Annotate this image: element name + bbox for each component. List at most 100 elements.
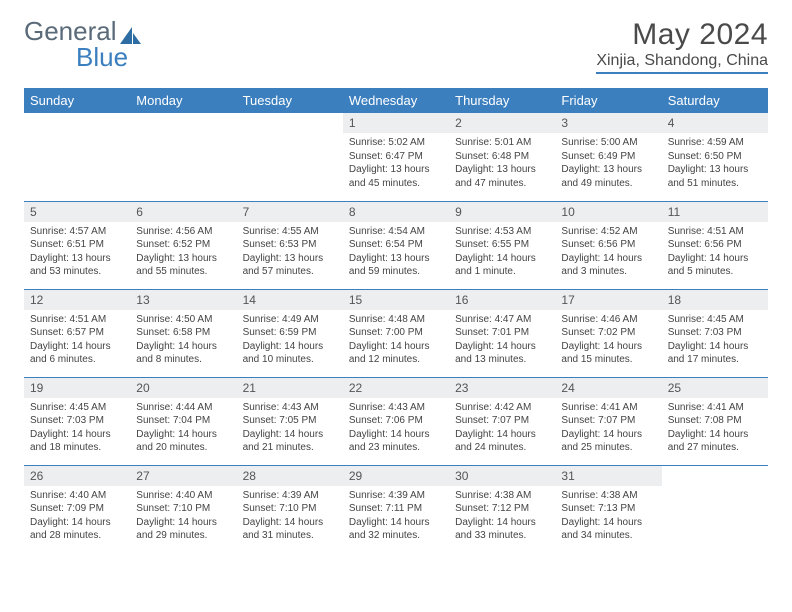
day-info: Sunrise: 4:59 AMSunset: 6:50 PMDaylight:…: [662, 133, 768, 194]
day-info: Sunrise: 4:50 AMSunset: 6:58 PMDaylight:…: [130, 310, 236, 371]
weekday-header: Thursday: [449, 88, 555, 113]
day-number: 17: [555, 290, 661, 310]
calendar-cell: 7Sunrise: 4:55 AMSunset: 6:53 PMDaylight…: [237, 201, 343, 289]
header: GeneralBlue May 2024 Xinjia, Shandong, C…: [24, 18, 768, 74]
calendar-cell: 2Sunrise: 5:01 AMSunset: 6:48 PMDaylight…: [449, 113, 555, 201]
calendar-cell: 25Sunrise: 4:41 AMSunset: 7:08 PMDayligh…: [662, 377, 768, 465]
calendar-cell: 24Sunrise: 4:41 AMSunset: 7:07 PMDayligh…: [555, 377, 661, 465]
weekday-header: Sunday: [24, 88, 130, 113]
day-info: Sunrise: 4:45 AMSunset: 7:03 PMDaylight:…: [24, 398, 130, 459]
day-info: Sunrise: 4:41 AMSunset: 7:07 PMDaylight:…: [555, 398, 661, 459]
weekday-header: Tuesday: [237, 88, 343, 113]
calendar-cell: 28Sunrise: 4:39 AMSunset: 7:10 PMDayligh…: [237, 465, 343, 553]
calendar-row: 12Sunrise: 4:51 AMSunset: 6:57 PMDayligh…: [24, 289, 768, 377]
month-title: May 2024: [596, 18, 768, 52]
day-info: Sunrise: 4:38 AMSunset: 7:13 PMDaylight:…: [555, 486, 661, 547]
day-number: 1: [343, 113, 449, 133]
logo-text-1: General: [24, 18, 117, 44]
day-number: 30: [449, 466, 555, 486]
calendar-cell: 6Sunrise: 4:56 AMSunset: 6:52 PMDaylight…: [130, 201, 236, 289]
day-info: Sunrise: 4:41 AMSunset: 7:08 PMDaylight:…: [662, 398, 768, 459]
calendar-body: ......1Sunrise: 5:02 AMSunset: 6:47 PMDa…: [24, 113, 768, 553]
day-info: Sunrise: 4:39 AMSunset: 7:10 PMDaylight:…: [237, 486, 343, 547]
day-number: 14: [237, 290, 343, 310]
day-number: 31: [555, 466, 661, 486]
weekday-header: Friday: [555, 88, 661, 113]
day-number: 7: [237, 202, 343, 222]
calendar-cell: ..: [130, 113, 236, 201]
weekday-header: Wednesday: [343, 88, 449, 113]
day-number: 24: [555, 378, 661, 398]
calendar-cell: 1Sunrise: 5:02 AMSunset: 6:47 PMDaylight…: [343, 113, 449, 201]
calendar-cell: ..: [24, 113, 130, 201]
day-info: Sunrise: 4:38 AMSunset: 7:12 PMDaylight:…: [449, 486, 555, 547]
day-number: 23: [449, 378, 555, 398]
calendar-header: SundayMondayTuesdayWednesdayThursdayFrid…: [24, 88, 768, 113]
title-block: May 2024 Xinjia, Shandong, China: [596, 18, 768, 74]
calendar-cell: 17Sunrise: 4:46 AMSunset: 7:02 PMDayligh…: [555, 289, 661, 377]
calendar-cell: 4Sunrise: 4:59 AMSunset: 6:50 PMDaylight…: [662, 113, 768, 201]
day-number: 19: [24, 378, 130, 398]
calendar-cell: 14Sunrise: 4:49 AMSunset: 6:59 PMDayligh…: [237, 289, 343, 377]
day-number: 6: [130, 202, 236, 222]
calendar-cell: 16Sunrise: 4:47 AMSunset: 7:01 PMDayligh…: [449, 289, 555, 377]
day-info: Sunrise: 5:02 AMSunset: 6:47 PMDaylight:…: [343, 133, 449, 194]
day-info: Sunrise: 4:40 AMSunset: 7:09 PMDaylight:…: [24, 486, 130, 547]
calendar-row: ......1Sunrise: 5:02 AMSunset: 6:47 PMDa…: [24, 113, 768, 201]
calendar-cell: 23Sunrise: 4:42 AMSunset: 7:07 PMDayligh…: [449, 377, 555, 465]
day-info: Sunrise: 4:43 AMSunset: 7:05 PMDaylight:…: [237, 398, 343, 459]
calendar-cell: 3Sunrise: 5:00 AMSunset: 6:49 PMDaylight…: [555, 113, 661, 201]
day-number: 16: [449, 290, 555, 310]
day-number: 11: [662, 202, 768, 222]
weekday-header: Monday: [130, 88, 236, 113]
day-number: 3: [555, 113, 661, 133]
calendar-cell: 10Sunrise: 4:52 AMSunset: 6:56 PMDayligh…: [555, 201, 661, 289]
day-info: Sunrise: 4:53 AMSunset: 6:55 PMDaylight:…: [449, 222, 555, 283]
day-number: 12: [24, 290, 130, 310]
location: Xinjia, Shandong, China: [596, 52, 768, 69]
day-number: 13: [130, 290, 236, 310]
day-info: Sunrise: 4:56 AMSunset: 6:52 PMDaylight:…: [130, 222, 236, 283]
day-info: Sunrise: 4:48 AMSunset: 7:00 PMDaylight:…: [343, 310, 449, 371]
day-number: 9: [449, 202, 555, 222]
calendar-cell: 31Sunrise: 4:38 AMSunset: 7:13 PMDayligh…: [555, 465, 661, 553]
day-info: Sunrise: 4:40 AMSunset: 7:10 PMDaylight:…: [130, 486, 236, 547]
day-number: 28: [237, 466, 343, 486]
calendar-cell: 8Sunrise: 4:54 AMSunset: 6:54 PMDaylight…: [343, 201, 449, 289]
day-info: Sunrise: 4:43 AMSunset: 7:06 PMDaylight:…: [343, 398, 449, 459]
calendar-row: 26Sunrise: 4:40 AMSunset: 7:09 PMDayligh…: [24, 465, 768, 553]
calendar-cell: 18Sunrise: 4:45 AMSunset: 7:03 PMDayligh…: [662, 289, 768, 377]
calendar-cell: 27Sunrise: 4:40 AMSunset: 7:10 PMDayligh…: [130, 465, 236, 553]
day-info: Sunrise: 4:51 AMSunset: 6:57 PMDaylight:…: [24, 310, 130, 371]
day-number: 26: [24, 466, 130, 486]
calendar-cell: 13Sunrise: 4:50 AMSunset: 6:58 PMDayligh…: [130, 289, 236, 377]
calendar-cell: 12Sunrise: 4:51 AMSunset: 6:57 PMDayligh…: [24, 289, 130, 377]
day-number: 27: [130, 466, 236, 486]
calendar-row: 5Sunrise: 4:57 AMSunset: 6:51 PMDaylight…: [24, 201, 768, 289]
day-info: Sunrise: 5:01 AMSunset: 6:48 PMDaylight:…: [449, 133, 555, 194]
day-number: 15: [343, 290, 449, 310]
day-number: 10: [555, 202, 661, 222]
day-number: 4: [662, 113, 768, 133]
calendar: SundayMondayTuesdayWednesdayThursdayFrid…: [24, 88, 768, 553]
calendar-cell: ..: [237, 113, 343, 201]
day-info: Sunrise: 4:46 AMSunset: 7:02 PMDaylight:…: [555, 310, 661, 371]
logo: GeneralBlue: [24, 18, 143, 70]
day-number: 21: [237, 378, 343, 398]
calendar-cell: 19Sunrise: 4:45 AMSunset: 7:03 PMDayligh…: [24, 377, 130, 465]
day-info: Sunrise: 4:55 AMSunset: 6:53 PMDaylight:…: [237, 222, 343, 283]
day-info: Sunrise: 4:51 AMSunset: 6:56 PMDaylight:…: [662, 222, 768, 283]
calendar-cell: 11Sunrise: 4:51 AMSunset: 6:56 PMDayligh…: [662, 201, 768, 289]
day-number: 2: [449, 113, 555, 133]
day-info: Sunrise: 4:47 AMSunset: 7:01 PMDaylight:…: [449, 310, 555, 371]
calendar-cell: 29Sunrise: 4:39 AMSunset: 7:11 PMDayligh…: [343, 465, 449, 553]
day-info: Sunrise: 4:54 AMSunset: 6:54 PMDaylight:…: [343, 222, 449, 283]
day-info: Sunrise: 4:57 AMSunset: 6:51 PMDaylight:…: [24, 222, 130, 283]
calendar-cell: 15Sunrise: 4:48 AMSunset: 7:00 PMDayligh…: [343, 289, 449, 377]
weekday-header: Saturday: [662, 88, 768, 113]
calendar-cell: 22Sunrise: 4:43 AMSunset: 7:06 PMDayligh…: [343, 377, 449, 465]
day-number: 29: [343, 466, 449, 486]
logo-text-2: Blue: [76, 42, 128, 72]
day-info: Sunrise: 4:45 AMSunset: 7:03 PMDaylight:…: [662, 310, 768, 371]
day-number: 20: [130, 378, 236, 398]
